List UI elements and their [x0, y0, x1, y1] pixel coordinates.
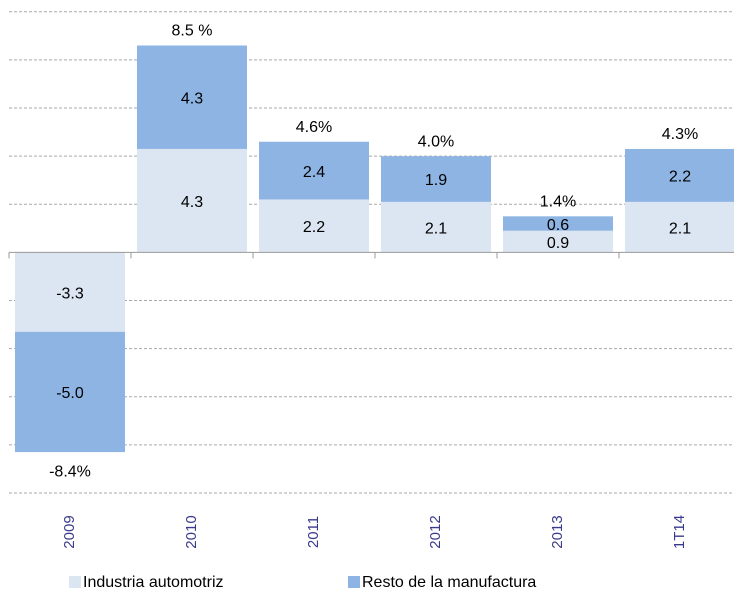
x-tick-label: 2011	[305, 516, 322, 548]
bar-segment	[503, 216, 613, 231]
data-label: 4.3	[181, 90, 203, 107]
legend-swatch	[348, 576, 360, 588]
total-label: 4.6%	[296, 119, 332, 136]
data-label: -5.0	[56, 385, 84, 402]
legend-label: Industria automotriz	[83, 574, 224, 591]
data-label: 2.2	[303, 219, 325, 236]
total-label: -8.4%	[49, 463, 91, 480]
legend-label: Resto de la manufactura	[362, 574, 536, 591]
bar-segment	[381, 201, 491, 253]
legend-swatch	[69, 576, 81, 588]
total-label: 4.0%	[418, 133, 454, 150]
data-label: 2.1	[669, 220, 691, 237]
data-label: 1.9	[425, 172, 447, 189]
bar-segment	[503, 230, 613, 253]
bar-segment	[137, 148, 247, 253]
data-label: 4.3	[181, 194, 203, 211]
bar-segment	[625, 201, 734, 253]
x-tick-label: 1T14	[671, 515, 688, 549]
bar-segment	[15, 252, 125, 332]
bar-segment	[381, 156, 491, 202]
bar-segment	[137, 45, 247, 149]
x-tick-label: 2013	[549, 515, 566, 548]
data-label: 0.9	[547, 235, 569, 252]
bar-segment	[259, 141, 369, 200]
total-label: 1.4%	[540, 194, 576, 211]
bar-segment	[625, 148, 734, 202]
x-tick-label: 2010	[183, 515, 200, 548]
data-label: 2.1	[425, 220, 447, 237]
data-label: 2.2	[669, 169, 691, 186]
total-label: 4.3%	[662, 126, 698, 143]
data-label: -3.3	[56, 285, 84, 302]
data-label: 2.4	[303, 164, 325, 181]
bar-segment	[259, 199, 369, 253]
x-tick-label: 2009	[61, 515, 78, 548]
total-label: 8.5 %	[172, 23, 213, 40]
bar-segment	[15, 331, 125, 453]
data-label: 0.6	[547, 217, 569, 234]
x-tick-label: 2012	[427, 515, 444, 548]
